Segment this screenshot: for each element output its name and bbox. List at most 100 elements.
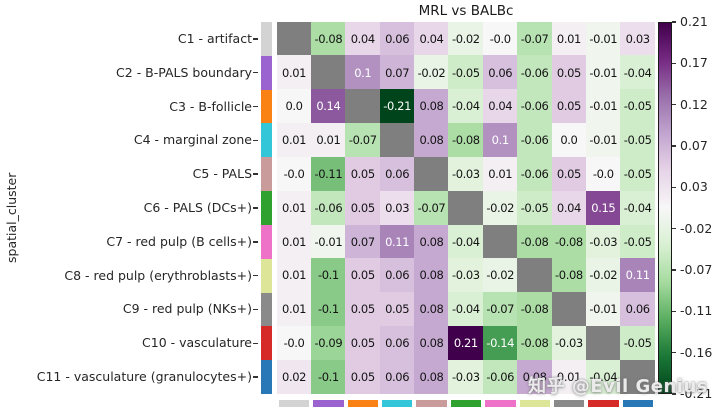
- colorbar-tick-label: -0.02: [680, 220, 713, 236]
- heatmap-cell: 0.01: [551, 21, 587, 56]
- heatmap-cell: -0.05: [620, 224, 656, 259]
- row-category-color: [261, 123, 272, 158]
- heatmap-diagonal-cell: [551, 292, 587, 327]
- heatmap-cell: 0.03: [620, 21, 656, 56]
- heatmap-cell: -0.11: [310, 156, 346, 192]
- heatmap-cell: 0.06: [379, 359, 415, 395]
- heatmap-cell: 0.04: [414, 21, 449, 56]
- y-tick-mark: [253, 173, 258, 175]
- row-label: C6 - PALS (DCs+): [143, 200, 252, 215]
- heatmap-cell: 0.05: [345, 190, 381, 225]
- heatmap-cell: -0.02: [585, 258, 621, 293]
- heatmap-cell: 0.01: [276, 123, 312, 158]
- heatmap-diagonal-cell: [414, 156, 449, 192]
- heatmap-cell: -0.08: [551, 224, 587, 259]
- heatmap-cell: 0.06: [379, 156, 415, 192]
- heatmap-cell: 0.0: [276, 89, 312, 124]
- watermark: 知乎 @Evil Genius: [528, 376, 708, 397]
- heatmap-cell: -0.1: [310, 258, 346, 293]
- heatmap-cell: 0.05: [551, 89, 587, 124]
- heatmap-cell: -0.05: [517, 190, 552, 225]
- heatmap-cell: -0.0: [482, 21, 518, 56]
- heatmap-cell: -0.08: [551, 258, 587, 293]
- heatmap-grid: -0.08 0.04 0.06 0.04 -0.02 -0.0 -0.07 0.01 -0.01…: [276, 21, 656, 395]
- y-axis-label: spatial_cluster: [4, 172, 19, 264]
- y-tick-mark: [253, 207, 258, 209]
- chart-title: MRL vs BALBc: [418, 3, 514, 19]
- heatmap-cell: -0.05: [620, 123, 656, 158]
- heatmap-cell: -0.03: [448, 258, 484, 293]
- column-category-color: [347, 400, 379, 407]
- column-category-color: [382, 400, 413, 407]
- heatmap-cell: -0.03: [585, 224, 621, 259]
- row-category-color: [261, 326, 272, 361]
- heatmap-cell: 0.05: [345, 292, 381, 327]
- row-label: C10 - vasculature: [142, 335, 252, 351]
- heatmap-cell: 0.05: [345, 258, 381, 293]
- heatmap-cell: 0.1: [482, 123, 518, 158]
- heatmap-cell: -0.04: [448, 89, 484, 124]
- column-category-color: [519, 400, 550, 407]
- heatmap-cell: 0.08: [414, 89, 449, 124]
- heatmap-cell: -0.03: [448, 359, 484, 395]
- column-category-color: [622, 400, 653, 407]
- heatmap-cell: -0.08: [448, 123, 484, 158]
- heatmap-cell: 0.06: [620, 292, 656, 327]
- y-tick-mark: [253, 139, 258, 142]
- heatmap-cell: 0.05: [551, 156, 587, 192]
- heatmap-cell: 0.06: [482, 55, 518, 90]
- colorbar-tick-label: -0.21: [680, 386, 713, 401]
- row-label: C5 - PALS: [192, 166, 252, 182]
- heatmap-cell: -0.08: [310, 21, 346, 56]
- heatmap-cell: -0.04: [448, 292, 484, 327]
- colorbar-tick-mark: [672, 310, 676, 313]
- y-tick-mark: [253, 308, 258, 311]
- row-label: C2 - B-PALS boundary: [116, 64, 252, 80]
- heatmap-cell: 0.08: [414, 224, 449, 259]
- colorbar-tick-label: 0.03: [680, 179, 708, 195]
- heatmap-cell: 0.1: [345, 55, 381, 90]
- row-category-color: [261, 55, 272, 90]
- colorbar-tick-label: -0.11: [680, 303, 713, 319]
- heatmap-cell: -0.1: [310, 292, 346, 327]
- heatmap-cell: 0.01: [276, 292, 312, 327]
- y-tick-mark: [253, 376, 258, 378]
- colorbar-tick-mark: [672, 186, 676, 189]
- heatmap-cell: 0.03: [379, 190, 415, 225]
- column-category-color: [313, 400, 344, 407]
- colorbar-tick-mark: [672, 227, 676, 230]
- heatmap-cell: 0.01: [310, 123, 346, 158]
- heatmap-cell: -0.01: [585, 21, 621, 56]
- heatmap-cell: 0.14: [310, 89, 346, 124]
- heatmap-cell: -0.02: [482, 190, 518, 225]
- heatmap-cell: 0.05: [345, 156, 381, 192]
- row-category-color: [261, 191, 272, 225]
- y-tick-mark: [253, 38, 258, 40]
- heatmap-cell: -0.05: [448, 55, 484, 90]
- heatmap-cell: -0.01: [310, 224, 346, 259]
- heatmap-cell: 0.11: [620, 258, 656, 293]
- heatmap-cell: -0.05: [620, 89, 656, 124]
- row-category-color: [261, 89, 272, 124]
- heatmap-cell: 0.01: [276, 55, 312, 90]
- heatmap-diagonal-cell: [620, 359, 656, 395]
- heatmap-cell: -0.04: [448, 224, 484, 259]
- heatmap-cell: -0.02: [482, 258, 518, 293]
- heatmap-cell: 0.01: [551, 359, 587, 395]
- heatmap-cell: -0.01: [585, 55, 621, 90]
- colorbar-tick-mark: [672, 269, 676, 271]
- heatmap-cell: -0.06: [517, 123, 552, 158]
- heatmap-cell: 0.01: [276, 258, 312, 293]
- heatmap-cell: -0.02: [448, 21, 484, 56]
- colorbar-tick-label: -0.16: [680, 344, 713, 360]
- heatmap-cell: 0.04: [551, 190, 587, 225]
- heatmap-cell: 0.05: [551, 55, 587, 90]
- heatmap-cell: 0.04: [482, 89, 518, 124]
- heatmap-cell: -0.1: [310, 359, 346, 395]
- column-category-color: [588, 400, 619, 407]
- heatmap-cell: 0.06: [379, 258, 415, 293]
- colorbar-tick-mark: [672, 145, 676, 147]
- heatmap-cell: -0.06: [310, 190, 346, 225]
- heatmap-diagonal-cell: [276, 21, 312, 56]
- colorbar-tick-label: 0.07: [680, 138, 708, 153]
